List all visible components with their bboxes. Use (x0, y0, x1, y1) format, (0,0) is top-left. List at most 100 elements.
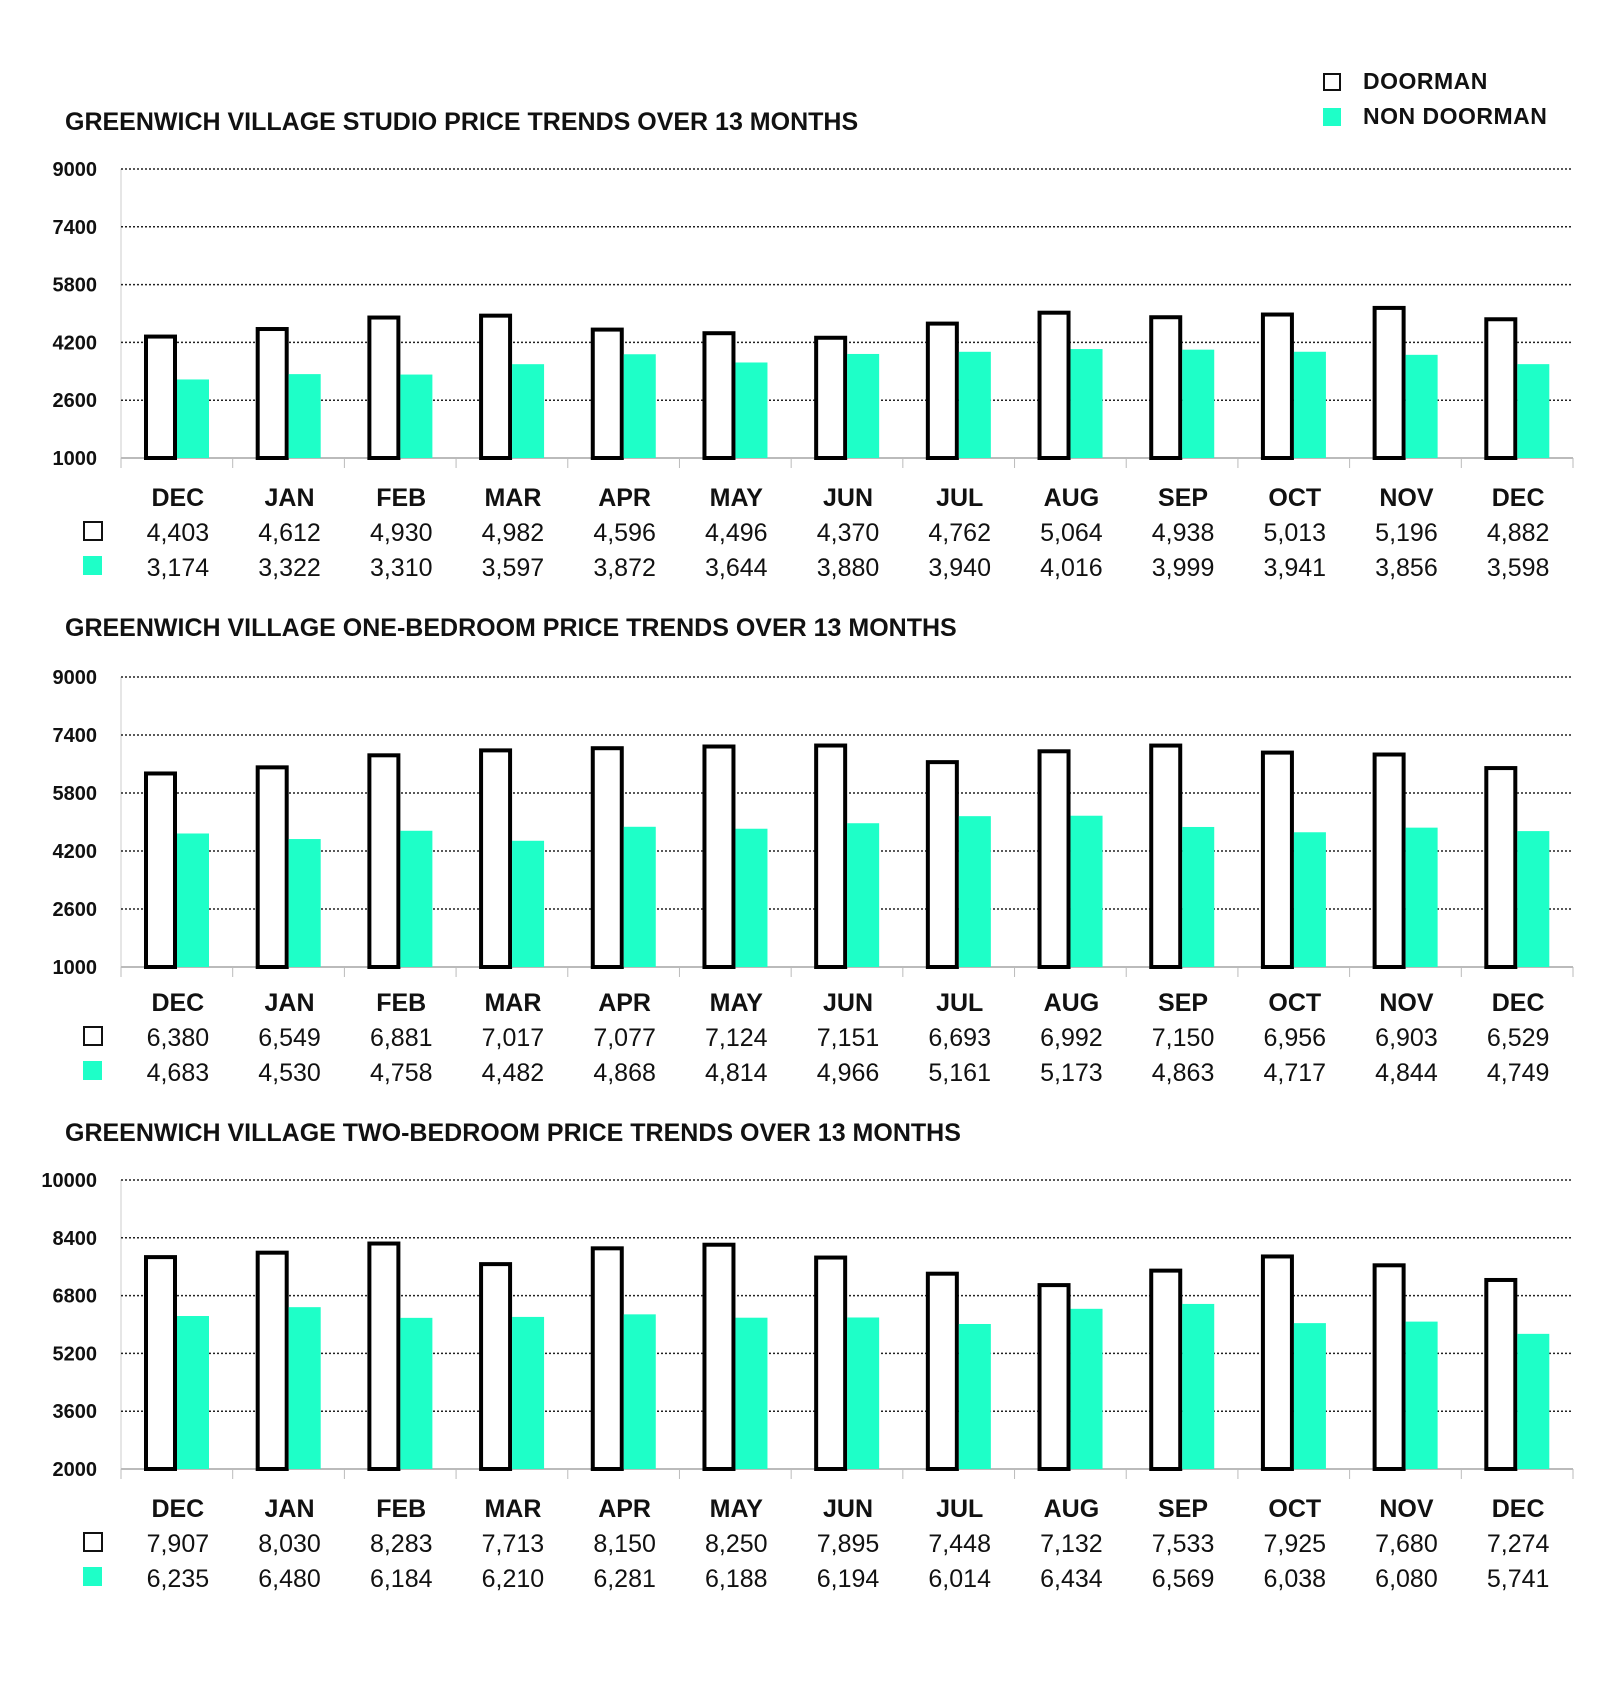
x-category-label: JUN (823, 484, 873, 512)
bar-doorman (255, 765, 289, 969)
non-doorman-value-label: 5,741 (1487, 1565, 1550, 1593)
y-tick-label: 2600 (53, 899, 98, 921)
bar-doorman (255, 327, 289, 461)
non-doorman-value-label: 3,941 (1263, 554, 1326, 582)
bar-doorman (479, 748, 513, 969)
y-tick-label: 10000 (41, 1170, 97, 1192)
y-tick-label: 8400 (53, 1228, 98, 1250)
doorman-value-label: 6,903 (1375, 1024, 1438, 1052)
non-doorman-value-label: 4,966 (817, 1059, 880, 1087)
doorman-value-label: 7,680 (1375, 1530, 1438, 1558)
doorman-value-label: 4,403 (147, 519, 210, 547)
non-doorman-value-label: 4,844 (1375, 1059, 1438, 1087)
x-category-label: OCT (1268, 989, 1321, 1017)
bar-non-doorman (400, 374, 433, 458)
y-tick-label: 9000 (53, 159, 98, 181)
x-category-label: FEB (376, 1495, 426, 1523)
doorman-value-label: 6,956 (1263, 1024, 1326, 1052)
y-tick-label: 1000 (53, 957, 98, 979)
doorman-value-label: 7,132 (1040, 1530, 1103, 1558)
bar-doorman (1372, 752, 1406, 969)
x-category-label: AUG (1044, 1495, 1100, 1523)
bar-doorman (144, 1255, 177, 1471)
bar-non-doorman (288, 374, 321, 458)
bar-doorman (702, 331, 736, 460)
bar-doorman (814, 335, 848, 461)
doorman-value-label: 6,380 (147, 1024, 210, 1052)
x-category-label: MAY (710, 989, 764, 1017)
x-category-label: MAY (710, 484, 764, 512)
bar-non-doorman (1517, 831, 1550, 967)
bar-doorman (1260, 750, 1294, 969)
doorman-value-label: 4,762 (928, 519, 991, 547)
y-tick-label: 9000 (53, 667, 98, 689)
y-tick-label: 5200 (53, 1343, 98, 1365)
bar-doorman (367, 1241, 401, 1471)
x-category-label: APR (598, 484, 651, 512)
x-category-label: FEB (376, 989, 426, 1017)
non-doorman-value-label: 3,856 (1375, 554, 1438, 582)
x-category-label: AUG (1044, 484, 1100, 512)
row-doorman-icon (83, 521, 103, 541)
non-doorman-value-label: 3,880 (817, 554, 880, 582)
row-non-doorman-icon (83, 556, 102, 575)
doorman-value-label: 4,930 (370, 519, 433, 547)
bar-doorman (255, 1250, 289, 1472)
bar-doorman (590, 1246, 624, 1472)
bar-non-doorman (1517, 364, 1550, 458)
bar-non-doorman (288, 839, 321, 967)
bar-doorman (1037, 749, 1071, 969)
bar-non-doorman (735, 1317, 768, 1469)
non-doorman-value-label: 4,717 (1263, 1059, 1326, 1087)
x-category-label: SEP (1158, 989, 1208, 1017)
y-tick-label: 4200 (53, 841, 98, 863)
non-doorman-value-label: 4,683 (147, 1059, 210, 1087)
bar-non-doorman (735, 362, 768, 458)
non-doorman-value-label: 6,014 (928, 1565, 991, 1593)
doorman-value-label: 4,496 (705, 519, 768, 547)
bar-doorman (479, 313, 513, 460)
bar-non-doorman (623, 1314, 656, 1469)
bar-non-doorman (512, 364, 545, 458)
non-doorman-value-label: 6,188 (705, 1565, 768, 1593)
non-doorman-value-label: 6,480 (258, 1565, 321, 1593)
bar-non-doorman (958, 351, 991, 458)
doorman-value-label: 8,150 (593, 1530, 656, 1558)
non-doorman-value-label: 4,530 (258, 1059, 321, 1087)
non-doorman-value-label: 6,434 (1040, 1565, 1103, 1593)
bar-non-doorman (1405, 827, 1438, 967)
bar-non-doorman (623, 354, 656, 458)
doorman-value-label: 4,596 (593, 519, 656, 547)
x-category-label: OCT (1268, 484, 1321, 512)
x-category-label: JAN (265, 1495, 315, 1523)
bar-non-doorman (1070, 349, 1103, 458)
bar-non-doorman (1293, 832, 1326, 967)
non-doorman-value-label: 5,161 (928, 1059, 991, 1087)
legend-non-doorman: NON DOORMAN (1323, 99, 1547, 134)
x-category-label: DEC (151, 989, 204, 1017)
row-doorman-icon (83, 1026, 103, 1046)
row-non-doorman-icon (83, 1567, 102, 1586)
bar-non-doorman (847, 353, 880, 458)
bar-doorman (925, 321, 959, 460)
non-doorman-value-label: 3,322 (258, 554, 321, 582)
non-doorman-value-label: 4,482 (482, 1059, 545, 1087)
bar-doorman (702, 744, 736, 969)
doorman-value-label: 7,925 (1263, 1530, 1326, 1558)
legend-non-doorman-label: NON DOORMAN (1363, 103, 1548, 129)
bar-non-doorman (847, 823, 880, 967)
non-doorman-value-label: 6,569 (1152, 1565, 1215, 1593)
bar-doorman (144, 771, 177, 969)
non-doorman-value-label: 6,184 (370, 1565, 433, 1593)
x-category-label: SEP (1158, 484, 1208, 512)
doorman-value-label: 4,982 (482, 519, 545, 547)
x-category-label: DEC (1492, 989, 1545, 1017)
bar-doorman (479, 1262, 513, 1472)
non-doorman-value-label: 3,174 (147, 554, 210, 582)
doorman-value-label: 8,283 (370, 1530, 433, 1558)
y-tick-label: 2000 (53, 1459, 98, 1481)
x-category-label: NOV (1379, 989, 1434, 1017)
bar-non-doorman (400, 1317, 433, 1469)
